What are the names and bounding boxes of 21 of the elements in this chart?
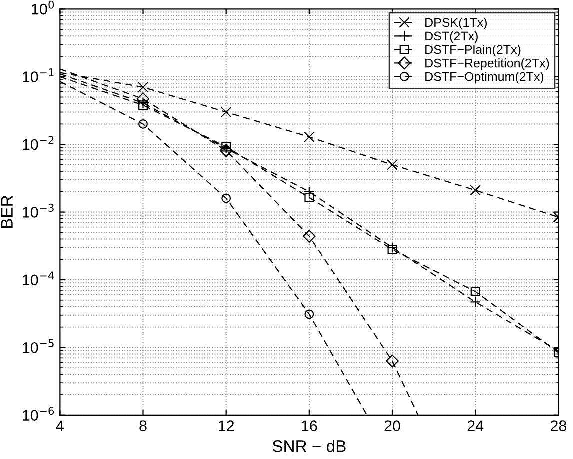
x-tick-label: 12	[219, 420, 234, 432]
y-tick-label: 10$^{0}$	[32, 0, 54, 15]
legend-label: DST(2Tx)	[426, 31, 478, 44]
y-axis-title: BER	[1, 196, 13, 228]
x-tick-label: 8	[140, 420, 147, 432]
y-tick-label: 10$^{−4}$	[23, 272, 54, 286]
x-tick-label: 28	[550, 420, 567, 432]
y-tick-label: 10$^{−2}$	[23, 136, 54, 150]
x-tick-label: 16	[302, 420, 318, 432]
legend-label: DSTF−Repetition(2Tx)	[426, 58, 550, 70]
x-axis-title: SNR − dB	[272, 440, 346, 452]
y-tick-label: 10$^{−5}$	[23, 339, 54, 354]
legend-label: DSTF−Plain(2Tx)	[426, 44, 521, 57]
y-tick-label: 10$^{−6}$	[23, 407, 54, 421]
y-tick-label: 10$^{−1}$	[23, 68, 54, 82]
legend-label: DSTF−Optimum(2Tx)	[426, 72, 544, 84]
x-tick-label: 20	[384, 420, 400, 432]
x-tick-label: 4	[56, 420, 64, 432]
x-tick-label: 24	[468, 420, 484, 432]
legend-label: DPSK(1Tx)	[426, 18, 487, 30]
y-tick-label: 10$^{−3}$	[23, 204, 54, 218]
